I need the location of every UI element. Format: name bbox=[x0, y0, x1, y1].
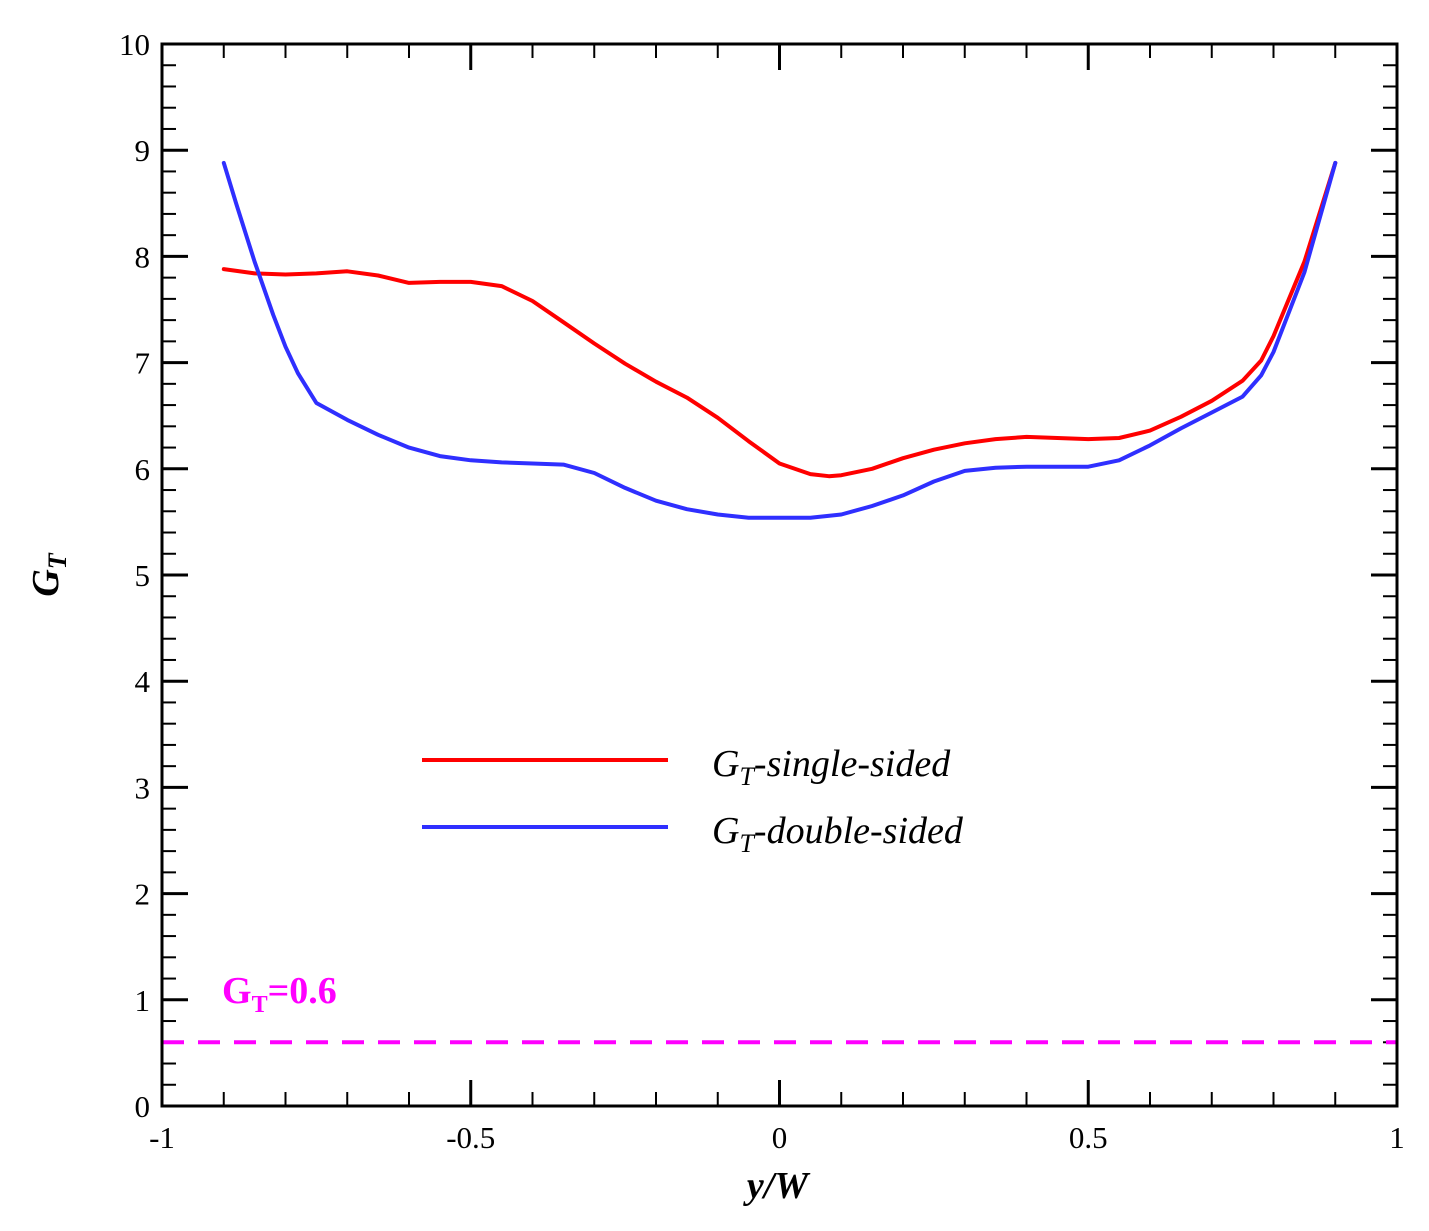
x-axis-title: y/W bbox=[743, 1165, 811, 1207]
y-axis-title: GT bbox=[25, 552, 72, 596]
legend-label-double-sided: GT-double-sided bbox=[712, 810, 964, 858]
reference-label-rest: =0.6 bbox=[268, 970, 337, 1012]
series-line-double-sided bbox=[221, 160, 1338, 520]
y-tick-label: 6 bbox=[135, 452, 151, 487]
axis-ticks bbox=[160, 42, 1399, 1108]
legend-label-base: G bbox=[712, 743, 739, 785]
y-tick-label: 5 bbox=[135, 558, 151, 593]
y-tick-label: 3 bbox=[135, 770, 151, 805]
y-axis-title-base: G bbox=[25, 569, 67, 597]
reference-label-subscript: T bbox=[252, 992, 268, 1018]
legend-label-base: G bbox=[712, 810, 739, 852]
y-tick-label: 9 bbox=[135, 133, 151, 168]
reference-line-label: GT=0.6 bbox=[222, 970, 337, 1018]
legend-label-subscript: T bbox=[739, 762, 755, 791]
x-tick-label: 1 bbox=[1389, 1120, 1405, 1155]
x-tick-label: 0.5 bbox=[1069, 1120, 1108, 1155]
y-tick-label: 4 bbox=[135, 664, 151, 699]
x-tick-label: -1 bbox=[149, 1120, 175, 1155]
y-tick-label: 2 bbox=[135, 877, 151, 912]
y-tick-label: 1 bbox=[135, 983, 151, 1018]
x-tick-label: -0.5 bbox=[446, 1120, 495, 1155]
legend-label-single-sided: GT-single-sided bbox=[712, 743, 951, 791]
reference-label-base: G bbox=[222, 970, 252, 1012]
plot-frame bbox=[160, 42, 1399, 1108]
y-tick-label: 7 bbox=[135, 346, 151, 381]
legend: GT-single-sided GT-double-sided bbox=[422, 743, 964, 858]
series-line-single-sided bbox=[221, 160, 1338, 479]
x-tick-label: 0 bbox=[772, 1120, 788, 1155]
legend-label-rest: -double-sided bbox=[754, 810, 964, 852]
y-tick-label: 10 bbox=[119, 27, 150, 62]
legend-label-subscript: T bbox=[739, 829, 755, 858]
x-axis-title-text: y/W bbox=[743, 1165, 811, 1207]
y-tick-label: 8 bbox=[135, 239, 151, 274]
y-tick-label: 0 bbox=[135, 1089, 151, 1124]
legend-label-rest: -single-sided bbox=[754, 743, 951, 785]
y-axis-title-subscript: T bbox=[43, 552, 72, 569]
series-layer bbox=[221, 160, 1338, 520]
